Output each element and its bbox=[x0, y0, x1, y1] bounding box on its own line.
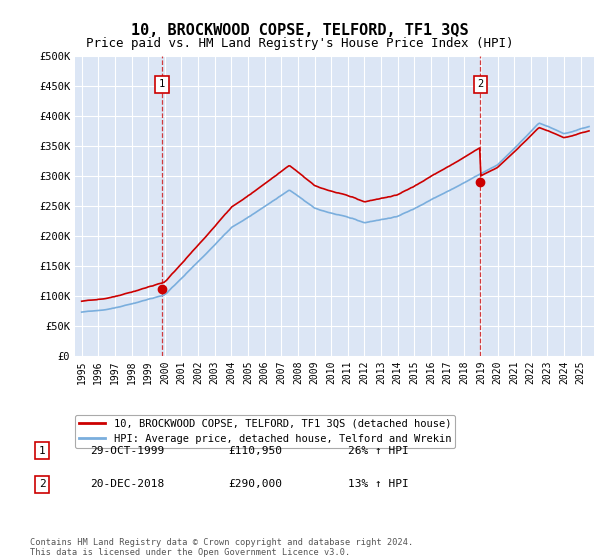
Text: 20-DEC-2018: 20-DEC-2018 bbox=[90, 479, 164, 489]
Text: 1: 1 bbox=[159, 79, 165, 89]
Text: Price paid vs. HM Land Registry's House Price Index (HPI): Price paid vs. HM Land Registry's House … bbox=[86, 37, 514, 50]
Text: 29-OCT-1999: 29-OCT-1999 bbox=[90, 446, 164, 456]
Text: £110,950: £110,950 bbox=[228, 446, 282, 456]
Text: 2: 2 bbox=[477, 79, 484, 89]
Text: £290,000: £290,000 bbox=[228, 479, 282, 489]
Text: 26% ↑ HPI: 26% ↑ HPI bbox=[348, 446, 409, 456]
Legend: 10, BROCKWOOD COPSE, TELFORD, TF1 3QS (detached house), HPI: Average price, deta: 10, BROCKWOOD COPSE, TELFORD, TF1 3QS (d… bbox=[75, 415, 455, 448]
Text: Contains HM Land Registry data © Crown copyright and database right 2024.
This d: Contains HM Land Registry data © Crown c… bbox=[30, 538, 413, 557]
Text: 1: 1 bbox=[38, 446, 46, 456]
Text: 2: 2 bbox=[38, 479, 46, 489]
Text: 13% ↑ HPI: 13% ↑ HPI bbox=[348, 479, 409, 489]
Text: 10, BROCKWOOD COPSE, TELFORD, TF1 3QS: 10, BROCKWOOD COPSE, TELFORD, TF1 3QS bbox=[131, 24, 469, 38]
